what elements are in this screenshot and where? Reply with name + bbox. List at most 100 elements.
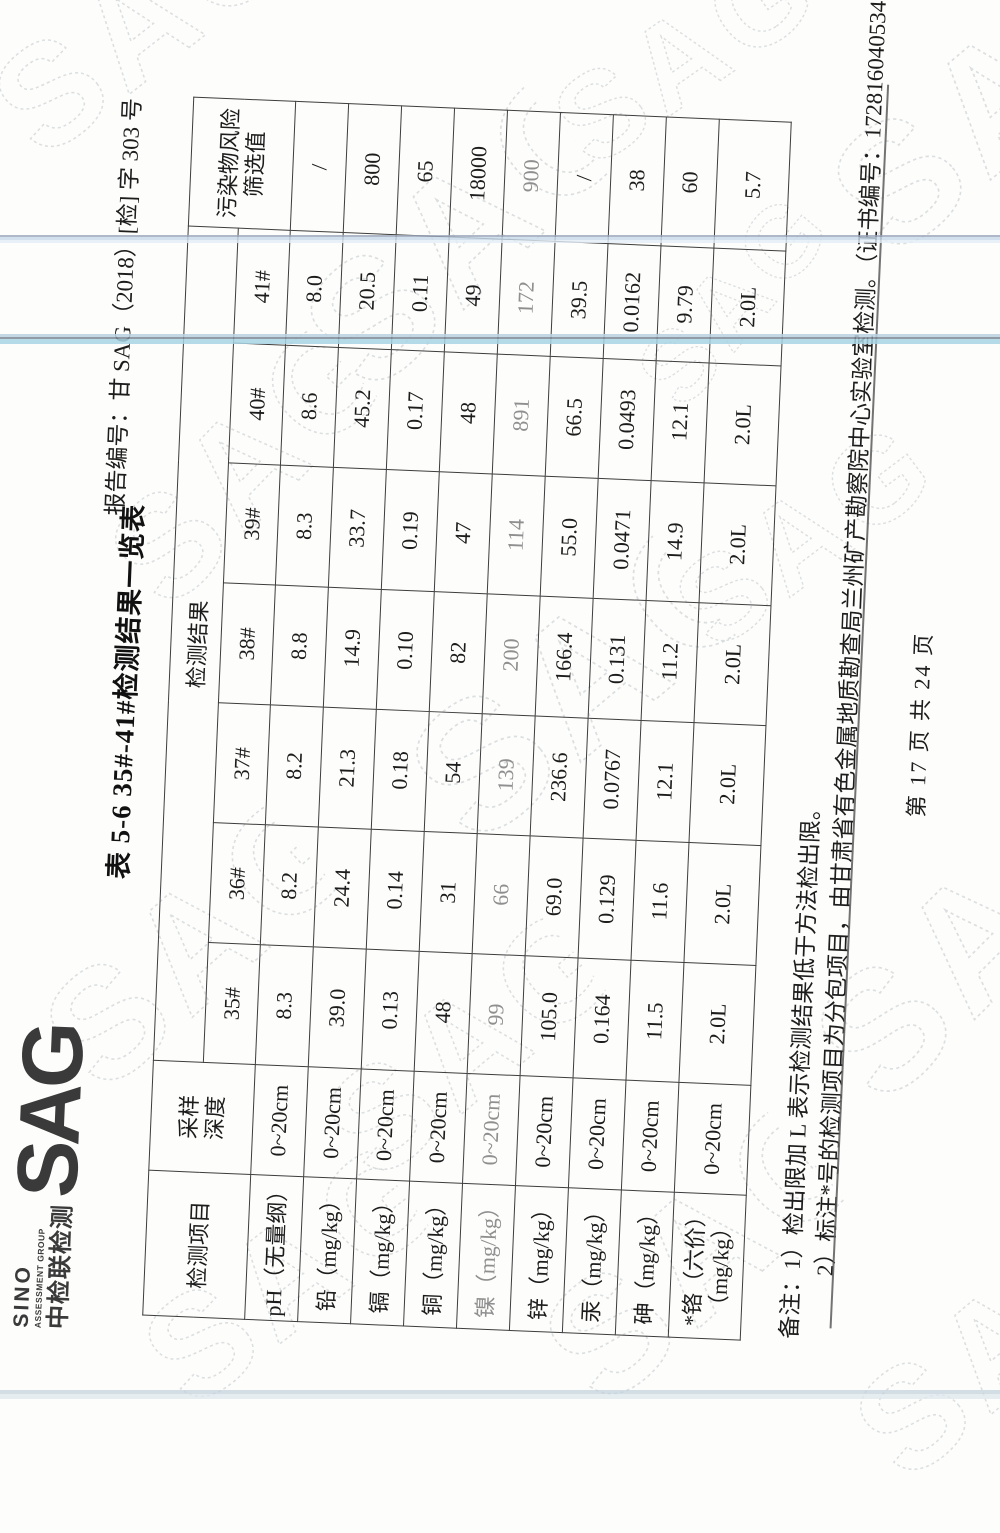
col-header-sample: 39# <box>223 462 281 585</box>
cell-value: 0.131 <box>588 598 647 721</box>
cell-depth: 0~20cm <box>250 1064 309 1177</box>
cell-depth: 0~20cm <box>621 1080 679 1193</box>
col-header-sample: 38# <box>218 582 276 705</box>
cell-screening: / <box>555 112 614 244</box>
col-header-sample: 37# <box>213 702 271 825</box>
cell-value: 139 <box>477 713 536 836</box>
col-header-item: 检测项目 <box>142 1170 251 1320</box>
cell-value: 105.0 <box>520 955 579 1078</box>
cell-value: 0.10 <box>376 589 435 712</box>
cell-value: 8.8 <box>270 584 329 708</box>
cell-item: 汞（mg/kg） <box>562 1187 622 1335</box>
cell-screening: 18000 <box>449 108 508 240</box>
page-number: 第 17 页 共 24 页 <box>903 631 937 818</box>
cell-screening: 900 <box>502 110 561 242</box>
cell-item: 铜（mg/kg） <box>403 1181 463 1329</box>
cell-value: 8.6 <box>280 345 339 468</box>
cell-value: 0.0471 <box>593 478 652 601</box>
cell-value: 0.18 <box>371 709 430 832</box>
cell-value: 49 <box>444 236 503 355</box>
scanned-sheet: SINO ASSESSMENT GROUP 中检联检测 SAG 报告编号：甘 S… <box>0 0 937 1341</box>
cell-item: 镉（mg/kg） <box>350 1178 410 1327</box>
cell-value: 0.14 <box>366 829 425 952</box>
logo-sag-letters: SAG <box>0 1024 103 1200</box>
cell-value: 21.3 <box>318 707 377 830</box>
col-header-sample: 41# <box>233 228 291 346</box>
cell-value: 8.3 <box>255 944 314 1067</box>
cell-value: 2.0L <box>709 248 786 366</box>
cell-value: 69.0 <box>525 835 584 958</box>
cell-value: 20.5 <box>338 232 397 350</box>
cell-value: 2.0L <box>704 362 782 486</box>
cell-value: 0.0493 <box>598 358 657 481</box>
cell-value: 24.4 <box>313 826 372 950</box>
cell-value: 0.129 <box>578 838 637 961</box>
cell-value: 12.1 <box>651 360 710 483</box>
cell-value: 172 <box>497 239 556 357</box>
cell-value: 0.11 <box>391 234 450 352</box>
cell-value: 8.2 <box>260 824 319 947</box>
cell-value: 14.9 <box>323 587 382 710</box>
cell-value: 33.7 <box>328 467 387 590</box>
cell-item: 镍（mg/kg） <box>456 1183 516 1331</box>
cell-value: 0.13 <box>361 949 420 1072</box>
cell-item: 锌（mg/kg） <box>509 1185 569 1333</box>
cell-value: 2.0L <box>688 722 766 846</box>
cell-value: 39.5 <box>550 241 608 359</box>
cell-value: 8.3 <box>275 465 334 588</box>
cell-depth: 0~20cm <box>515 1075 574 1188</box>
col-header-sample: 35# <box>203 942 261 1065</box>
cell-depth: 0~20cm <box>303 1066 362 1179</box>
cell-value: 2.0L <box>694 602 771 726</box>
cell-value: 82 <box>429 591 488 714</box>
cell-value: 66.5 <box>545 356 604 479</box>
cell-value: 0.0767 <box>583 718 642 841</box>
cell-value: 48 <box>439 351 498 474</box>
cell-value: 12.1 <box>636 720 695 843</box>
cell-value: 31 <box>419 831 478 954</box>
cell-value: 0.164 <box>573 957 632 1081</box>
cell-depth: 0~20cm <box>674 1082 751 1196</box>
results-table-body: pH（无量纲） 0~20cm 8.3 8.2 8.2 8.8 8.3 8.6 8.0/铅（mg/… <box>244 101 792 1341</box>
logo-chinese-name: 中检联检测 <box>44 1203 77 1330</box>
cell-value: 47 <box>434 471 493 594</box>
cell-value: 114 <box>487 473 546 597</box>
cell-value: 48 <box>414 951 473 1074</box>
cell-value: 66 <box>472 833 531 956</box>
cell-value: 0.19 <box>381 469 440 592</box>
cell-value: 39.0 <box>308 946 367 1070</box>
cell-value: 0.0162 <box>603 243 661 361</box>
cell-value: 99 <box>467 953 526 1076</box>
cell-value: 2.0L <box>683 842 761 966</box>
cell-value: 55.0 <box>540 476 599 599</box>
cell-value: 0.17 <box>386 349 445 472</box>
cell-screening: / <box>290 101 349 233</box>
cell-value: 200 <box>482 593 541 716</box>
note-line-2: 2）标注*号的检测项目为分包项目，由甘肃省有色金属地质勘查局兰州矿产勘察院中心实… <box>812 0 893 1277</box>
cell-screening: 38 <box>607 114 667 246</box>
cell-depth: 0~20cm <box>409 1071 468 1184</box>
col-header-sample: 40# <box>228 343 286 466</box>
cell-value: 11.2 <box>641 600 700 723</box>
cell-value: 166.4 <box>535 596 594 719</box>
cell-depth: 0~20cm <box>356 1069 415 1182</box>
cell-value: 2.0L <box>678 962 756 1086</box>
results-table: 检测项目 采样 深度 检测结果 污染物风险 筛选值 35# 36# 37# 38# 39# 40# 41… <box>142 97 792 1341</box>
cell-value: 9.79 <box>656 245 714 363</box>
col-header-screening: 污染物风险 筛选值 <box>188 97 296 231</box>
cell-value: 14.9 <box>646 480 705 603</box>
cell-depth: 0~20cm <box>568 1077 626 1191</box>
cell-item: *铬（六价） （mg/kg） <box>668 1192 747 1341</box>
cell-value: 45.2 <box>333 347 392 470</box>
cell-screening: 65 <box>396 105 455 237</box>
cell-value: 2.0L <box>699 482 777 606</box>
cell-value: 8.2 <box>265 704 324 827</box>
cell-screening: 60 <box>660 116 720 249</box>
cell-value: 11.6 <box>631 840 689 963</box>
col-header-sample: 36# <box>208 822 266 945</box>
cell-screening: 5.7 <box>713 119 792 252</box>
cell-item: pH（无量纲） <box>244 1174 304 1322</box>
cell-item: 砷（mg/kg） <box>615 1190 675 1338</box>
cell-value: 891 <box>492 354 551 477</box>
